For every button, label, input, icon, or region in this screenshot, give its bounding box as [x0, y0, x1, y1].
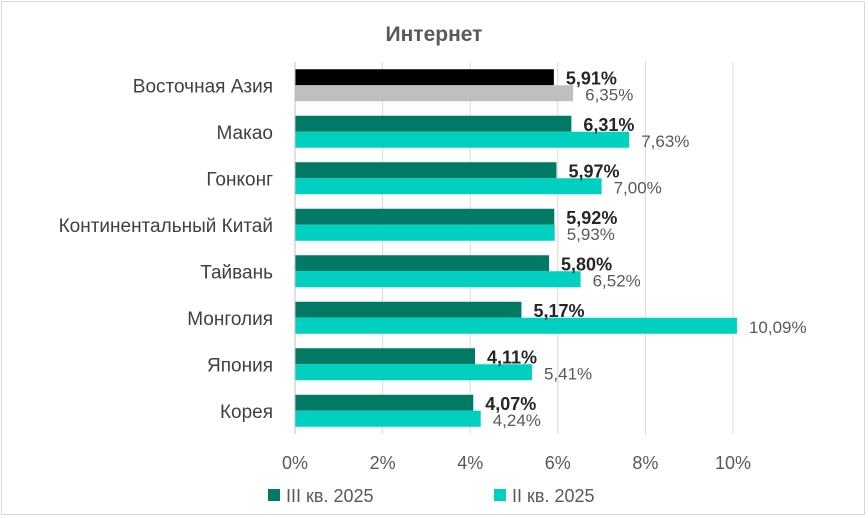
data-label-series-1: 5,91%	[566, 68, 617, 88]
legend-swatch-series-1	[268, 489, 280, 501]
legend: III кв. 2025 II кв. 2025	[268, 486, 595, 506]
data-label-series-1: 4,11%	[487, 347, 537, 367]
axis-layer: 0% 2% 4% 6% 8% 10% Восточная Азия Макао Гонконг К…	[59, 62, 751, 473]
data-label-series-1: 4,07%	[485, 394, 536, 414]
bar-series-2	[295, 85, 574, 102]
bar-series-1	[295, 255, 550, 272]
x-tick-label: 4%	[457, 453, 483, 473]
chart-title: Интернет	[386, 23, 483, 46]
bar-series-1	[295, 348, 476, 365]
data-label-series-2: 5,93%	[567, 225, 615, 244]
bar-series-2	[295, 364, 532, 381]
data-label-series-1: 6,31%	[583, 115, 634, 135]
legend-swatch-series-2	[494, 489, 506, 501]
x-tick-label: 10%	[715, 453, 751, 473]
category-label: Корея	[220, 402, 273, 423]
data-label-series-2: 7,00%	[614, 178, 662, 197]
data-label-series-2: 10,09%	[749, 318, 807, 337]
data-label-series-1: 5,92%	[566, 208, 617, 228]
bar-series-2	[295, 271, 581, 288]
data-label-series-1: 5,97%	[568, 161, 619, 181]
category-label: Япония	[207, 355, 273, 376]
category-label: Монголия	[187, 309, 273, 330]
bar-series-2	[295, 178, 602, 195]
bar-series-2	[295, 224, 555, 241]
bar-series-1	[295, 208, 555, 225]
legend-label-series-1: III кв. 2025	[286, 486, 374, 506]
category-label: Гонконг	[206, 169, 273, 190]
data-label-series-1: 5,17%	[533, 301, 584, 321]
bars-layer	[295, 69, 737, 427]
bar-series-2	[295, 317, 737, 334]
bar-series-1	[295, 115, 572, 132]
bar-series-1	[295, 301, 522, 318]
x-tick-label: 6%	[545, 453, 571, 473]
category-label: Тайвань	[200, 262, 273, 283]
data-label-series-1: 5,80%	[561, 254, 612, 274]
legend-label-series-2: II кв. 2025	[512, 486, 595, 506]
x-tick-label: 2%	[370, 453, 396, 473]
data-label-series-2: 5,41%	[544, 364, 592, 383]
data-label-series-2: 4,24%	[493, 411, 541, 430]
labels-layer: 5,91%6,35% 6,31% 7,63% 5,97%7,00% 5,92%5,93%…	[485, 68, 806, 430]
bar-series-2	[295, 410, 481, 427]
category-label: Континентальный Китай	[59, 216, 273, 237]
category-label: Восточная Азия	[133, 76, 273, 97]
data-label-series-2: 6,52%	[593, 271, 641, 290]
bar-series-1	[295, 69, 554, 86]
bar-series-2	[295, 131, 630, 148]
x-tick-label: 8%	[632, 453, 658, 473]
bar-series-1	[295, 394, 474, 411]
data-label-series-2: 7,63%	[641, 132, 689, 151]
bar-series-1	[295, 162, 557, 179]
category-label: Макао	[217, 123, 273, 144]
x-tick-label: 0%	[282, 453, 308, 473]
data-label-series-2: 6,35%	[585, 85, 633, 104]
